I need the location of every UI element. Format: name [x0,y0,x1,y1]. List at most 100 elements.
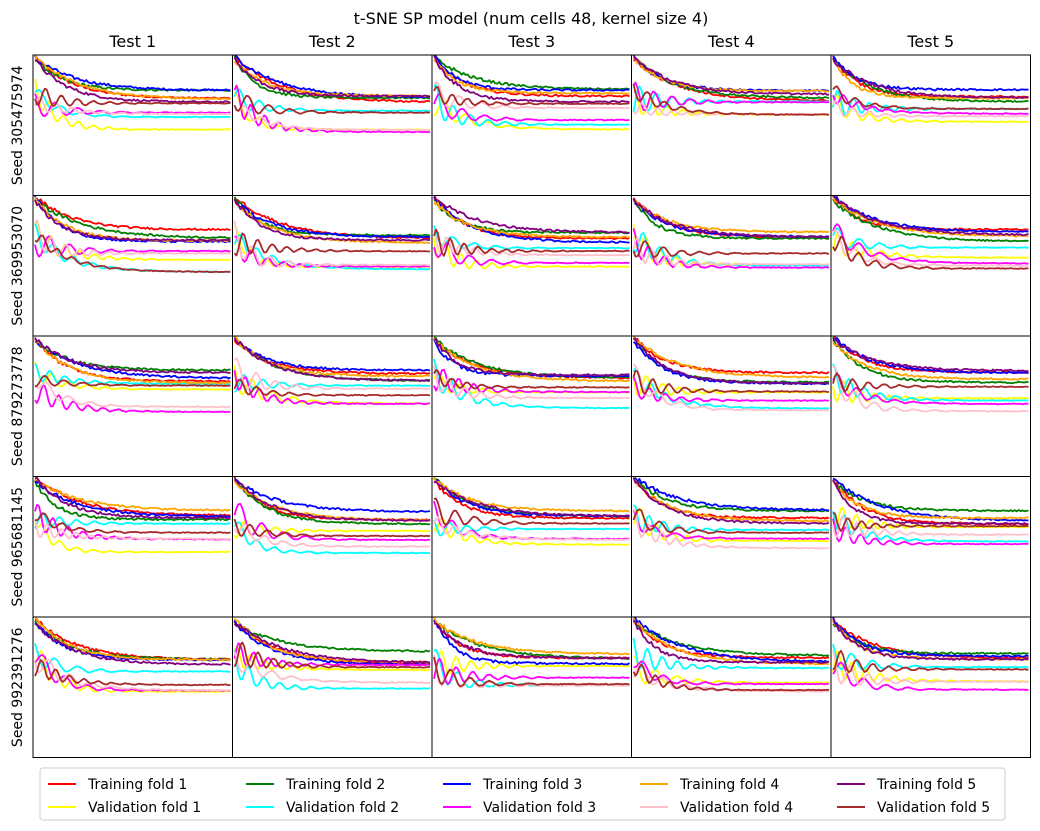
series-line [433,241,630,266]
series-line [233,357,431,391]
series-line [632,337,830,375]
series-line [632,240,830,258]
series-line [633,477,830,512]
series-line [34,78,231,132]
series-line [233,478,431,522]
series-line [832,511,1029,543]
series-line [433,237,630,270]
series-line [233,650,431,691]
series-line [632,369,830,395]
series-line [433,516,630,541]
series-line [433,336,630,379]
series-line [34,622,231,666]
series-line [433,497,630,526]
series-line [433,98,630,131]
series-line [233,220,431,268]
series-line [433,93,630,122]
series-line [632,663,830,692]
series-line [34,337,231,375]
legend-item: Training fold 4 [640,777,779,793]
series-line [832,372,1029,393]
series-line [433,369,630,390]
legend-item: Training fold 5 [837,777,976,793]
series-line [633,200,830,240]
series-line [233,104,431,132]
legend-label: Validation fold 3 [483,800,596,816]
series-line [34,512,231,534]
series-line [832,233,1029,259]
legend-item: Validation fold 2 [246,800,399,816]
subplot [232,476,433,618]
series-line [832,617,1029,658]
subplot [431,195,632,337]
series-line [633,57,830,93]
subplot-frame [830,54,1031,196]
series-line [34,363,231,386]
series-line [34,476,231,520]
series-line [433,55,630,104]
column-title: Test 2 [308,32,356,51]
row-label: Seed 965681145 [10,487,26,607]
subplot-frame [232,616,433,758]
series-line [832,338,1029,373]
series-line [433,622,630,660]
series-line [832,661,1029,692]
series-line [832,336,1029,375]
series-line [34,197,231,232]
series-line [633,660,830,686]
series-line [233,518,431,538]
series-line [34,617,231,662]
legend-label: Training fold 5 [876,777,976,793]
series-line [34,480,231,522]
subplot [631,195,832,337]
legend-item: Training fold 3 [443,777,582,793]
subplot [32,616,233,758]
series-line [832,341,1029,381]
series-line [632,237,830,267]
subplot [830,476,1031,618]
series-line [433,84,630,127]
subplot [32,54,233,196]
series-line [233,642,431,668]
series-line [632,199,830,234]
subplot [232,195,433,337]
series-line [34,96,231,116]
row-label: Seed 305475974 [10,65,26,185]
subplot-frame [830,616,1031,758]
series-line [433,228,630,257]
series-line [433,338,630,377]
series-line [632,477,830,525]
series-line [233,337,431,382]
series-line [433,650,630,678]
legend-item: Validation fold 1 [48,800,201,816]
legend-label: Training fold 2 [285,777,385,793]
series-line [34,659,231,687]
series-line [433,480,630,518]
series-line [433,228,630,257]
series-line [233,480,431,522]
series-line [34,340,231,372]
series-line [832,479,1029,520]
series-line [433,55,630,92]
series-line [234,478,431,513]
legend-label: Training fold 3 [482,777,582,793]
series-line [832,235,1029,270]
series-line [433,195,630,241]
subplot [431,54,632,196]
legend-item: Validation fold 3 [443,800,596,816]
series-line [832,93,1029,115]
figure-title: t-SNE SP model (num cells 48, kernel siz… [354,9,709,28]
subplot [232,54,433,196]
series-line [832,514,1029,538]
series-line [632,81,830,112]
series-line [34,381,231,409]
series-line [832,228,1029,267]
subplot [431,476,632,618]
series-line [233,55,430,100]
series-line [433,480,630,520]
series-line [433,500,630,541]
series-line [233,619,431,653]
subplot [431,335,632,477]
series-line [233,645,431,672]
series-line [832,227,1029,250]
